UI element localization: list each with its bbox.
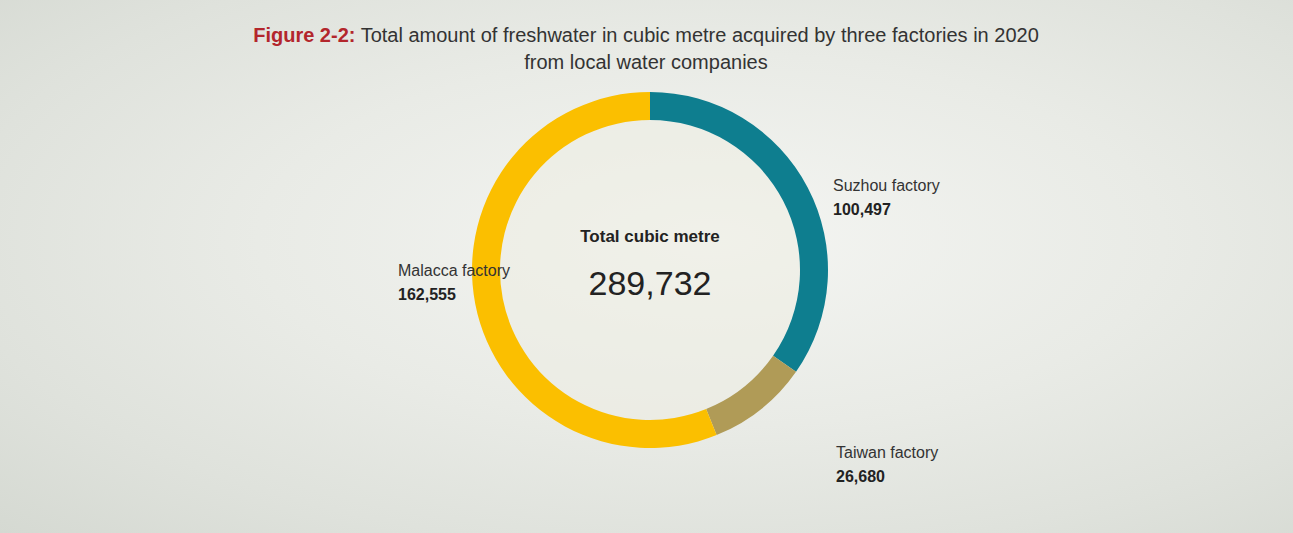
slice-name: Suzhou factory xyxy=(833,177,940,194)
donut-hole xyxy=(500,120,800,420)
slices xyxy=(472,92,828,448)
center-title: Total cubic metre xyxy=(580,227,720,246)
slice-value: 162,555 xyxy=(398,286,456,303)
slice-name: Malacca factory xyxy=(398,262,510,279)
slice-value: 26,680 xyxy=(836,468,885,485)
chart: Suzhou factory 100,497 Taiwan factory 26,68… xyxy=(0,0,1293,533)
title: Total amount of freshwater in cubic metr… xyxy=(361,24,1039,73)
figure-label: Figure 2-2: xyxy=(253,24,355,46)
title-block: Figure 2-2: Total amount of freshwater i… xyxy=(246,22,1046,76)
slice-name: Taiwan factory xyxy=(836,444,938,461)
slice-value: 100,497 xyxy=(833,201,891,218)
center-total: 289,732 xyxy=(589,264,712,302)
slice xyxy=(706,356,796,435)
